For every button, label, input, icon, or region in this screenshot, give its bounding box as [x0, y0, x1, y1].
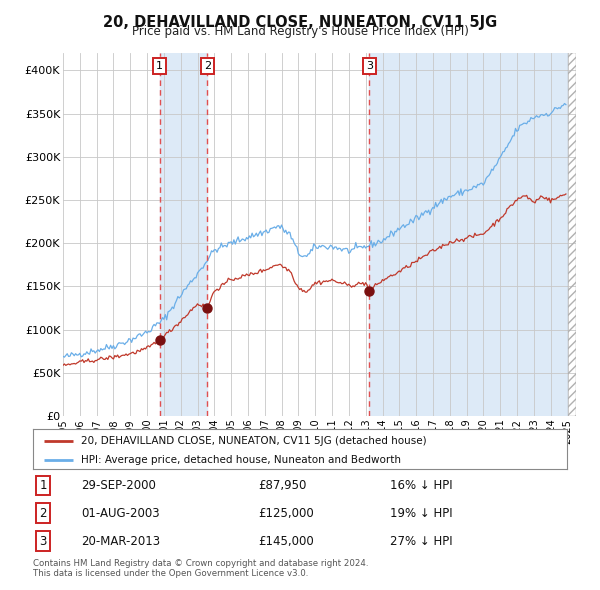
Bar	[370, 53, 576, 416]
Text: HPI: Average price, detached house, Nuneaton and Bedworth: HPI: Average price, detached house, Nune…	[81, 455, 401, 466]
Text: 2: 2	[40, 507, 47, 520]
Text: Contains HM Land Registry data © Crown copyright and database right 2024.: Contains HM Land Registry data © Crown c…	[33, 559, 368, 568]
Text: £145,000: £145,000	[258, 535, 314, 548]
Text: 29-SEP-2000: 29-SEP-2000	[81, 479, 156, 492]
Bar	[568, 53, 576, 416]
Text: £125,000: £125,000	[258, 507, 314, 520]
Text: 1: 1	[40, 479, 47, 492]
Text: 01-AUG-2003: 01-AUG-2003	[81, 507, 160, 520]
Text: 19% ↓ HPI: 19% ↓ HPI	[390, 507, 452, 520]
Text: 20, DEHAVILLAND CLOSE, NUNEATON, CV11 5JG (detached house): 20, DEHAVILLAND CLOSE, NUNEATON, CV11 5J…	[81, 436, 427, 446]
Text: 2: 2	[204, 61, 211, 71]
Text: Price paid vs. HM Land Registry's House Price Index (HPI): Price paid vs. HM Land Registry's House …	[131, 25, 469, 38]
Text: 20, DEHAVILLAND CLOSE, NUNEATON, CV11 5JG: 20, DEHAVILLAND CLOSE, NUNEATON, CV11 5J…	[103, 15, 497, 30]
Text: 27% ↓ HPI: 27% ↓ HPI	[390, 535, 452, 548]
Text: This data is licensed under the Open Government Licence v3.0.: This data is licensed under the Open Gov…	[33, 569, 308, 578]
Text: 20-MAR-2013: 20-MAR-2013	[81, 535, 160, 548]
Text: 3: 3	[366, 61, 373, 71]
Text: 1: 1	[156, 61, 163, 71]
Bar	[568, 53, 576, 416]
Bar	[160, 53, 208, 416]
Text: 16% ↓ HPI: 16% ↓ HPI	[390, 479, 452, 492]
Text: £87,950: £87,950	[258, 479, 307, 492]
Text: 3: 3	[40, 535, 47, 548]
